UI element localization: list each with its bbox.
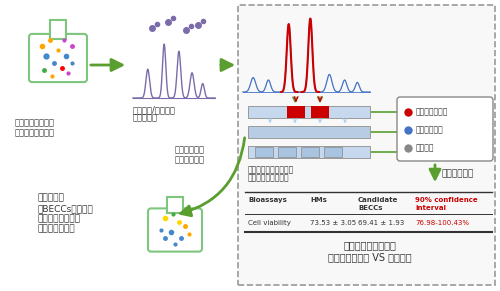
- Text: 基于色谱/质谱进行: 基于色谱/质谱进行: [133, 105, 176, 114]
- FancyBboxPatch shape: [248, 106, 370, 118]
- Text: 候选等效成分群: 候选等效成分群: [416, 107, 448, 116]
- Text: 等效成分群: 等效成分群: [38, 193, 65, 202]
- FancyBboxPatch shape: [397, 97, 493, 161]
- FancyBboxPatch shape: [238, 5, 495, 285]
- Text: 76.98-100.43%: 76.98-100.43%: [415, 220, 469, 226]
- Text: 生物活性测试: 生物活性测试: [442, 169, 474, 178]
- Text: 剩余部分: 剩余部分: [416, 143, 434, 152]
- Bar: [287, 106, 305, 118]
- Text: HMs: HMs: [310, 197, 327, 203]
- Bar: [168, 197, 182, 213]
- Text: 不等效则反馈: 不等效则反馈: [175, 145, 205, 154]
- Text: 重新选择筛选: 重新选择筛选: [175, 155, 205, 164]
- FancyBboxPatch shape: [248, 146, 370, 158]
- Text: 90% confidence
interval: 90% confidence interval: [415, 197, 478, 210]
- Text: 生物活性等效性评价: 生物活性等效性评价: [344, 240, 396, 250]
- Text: 全成分表征: 全成分表征: [133, 113, 158, 122]
- FancyBboxPatch shape: [248, 126, 370, 138]
- Text: 中药复方整体: 中药复方整体: [416, 125, 444, 134]
- FancyArrowPatch shape: [180, 138, 244, 216]
- Bar: [324, 147, 342, 157]
- Text: 中药成分复杂，有: 中药成分复杂，有: [15, 118, 55, 127]
- Text: Candidate
BECCs: Candidate BECCs: [358, 197, 399, 210]
- Bar: [311, 106, 329, 118]
- FancyBboxPatch shape: [148, 208, 202, 252]
- Text: 选择、在线制备候选等: 选择、在线制备候选等: [248, 165, 294, 174]
- Text: （BECCs）：有限: （BECCs）：有限: [38, 204, 94, 213]
- Text: 候选等效成分群 VS 复方整体: 候选等效成分群 VS 复方整体: [328, 252, 412, 262]
- Text: Cell viability: Cell viability: [248, 220, 291, 226]
- Text: 效成分群及剩余部分: 效成分群及剩余部分: [248, 173, 290, 182]
- Text: 73.53 ± 3.05: 73.53 ± 3.05: [310, 220, 356, 226]
- Text: 可表征复方疗效: 可表征复方疗效: [38, 224, 76, 233]
- FancyBboxPatch shape: [29, 34, 87, 82]
- Bar: [301, 147, 319, 157]
- Text: 效成分群说不清？: 效成分群说不清？: [15, 128, 55, 137]
- Text: 个数，结构明确，: 个数，结构明确，: [38, 214, 81, 223]
- Bar: [50, 20, 66, 39]
- Bar: [278, 147, 296, 157]
- Text: 69.41 ± 1.93: 69.41 ± 1.93: [358, 220, 404, 226]
- Bar: [255, 147, 273, 157]
- Text: Bioassays: Bioassays: [248, 197, 287, 203]
